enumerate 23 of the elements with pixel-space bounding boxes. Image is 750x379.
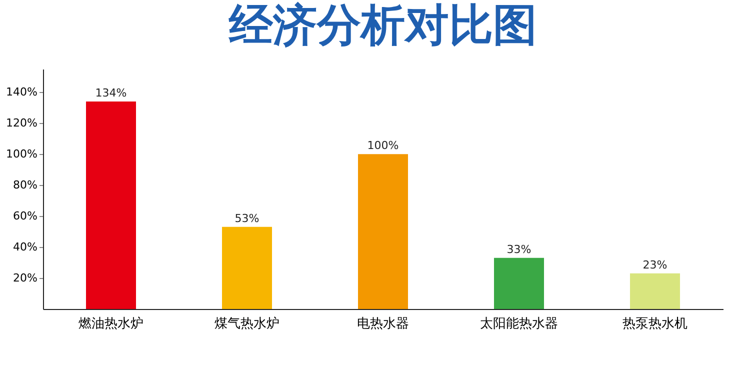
- y-tick-label: 120%: [6, 116, 38, 130]
- y-tick-label: 80%: [13, 178, 38, 192]
- x-tick-label: 太阳能热水器: [480, 316, 558, 332]
- y-tick-label: 140%: [6, 86, 38, 99]
- y-tick-label: 40%: [13, 240, 38, 254]
- x-tick-label: 电热水器: [357, 316, 409, 332]
- bar: [358, 154, 408, 309]
- data-label: 23%: [642, 258, 668, 272]
- data-label: 100%: [367, 139, 399, 152]
- data-label: 33%: [506, 242, 532, 256]
- data-label: 53%: [234, 212, 260, 225]
- x-tick-label: 热泵热水机: [622, 316, 688, 332]
- y-tick-label: 60%: [13, 210, 38, 223]
- bar: [86, 102, 136, 309]
- x-tick-label: 燃油热水炉: [78, 316, 144, 332]
- y-tick-label: 100%: [6, 148, 38, 161]
- x-tick-label: 煤气热水炉: [214, 316, 280, 332]
- bar: [494, 258, 544, 309]
- data-label: 134%: [95, 86, 127, 100]
- y-tick-label: 20%: [13, 272, 38, 285]
- bar: [630, 273, 680, 309]
- bar: [222, 226, 272, 309]
- chart-title: 经济分析对比图: [228, 0, 537, 51]
